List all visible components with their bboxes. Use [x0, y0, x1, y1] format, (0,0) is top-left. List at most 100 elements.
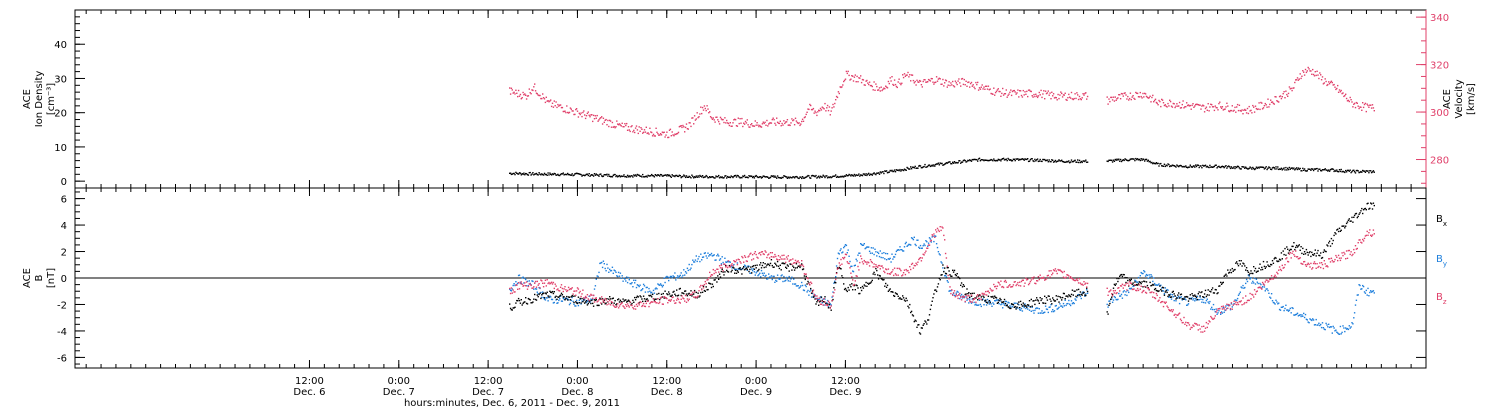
bx-series-point — [1235, 262, 1237, 264]
density-series-point — [1223, 166, 1225, 169]
bz-series-point — [734, 261, 737, 263]
velocity-series-point — [837, 91, 840, 93]
density-series-point — [743, 174, 746, 177]
velocity-series-point — [758, 125, 760, 128]
by-series-point — [1061, 305, 1063, 307]
by-series-point — [802, 289, 805, 291]
bz-series-point — [1323, 260, 1325, 262]
bz-series-point — [821, 300, 823, 302]
by-series-point — [985, 301, 987, 303]
velocity-series-point — [887, 80, 890, 83]
by-series-point — [867, 246, 869, 248]
velocity-series-point — [928, 79, 931, 81]
bz-series-point — [1303, 260, 1306, 263]
by-series-point — [1063, 305, 1065, 307]
density-series-point — [590, 174, 592, 176]
by-series-point — [726, 261, 728, 263]
velocity-series-point — [630, 126, 632, 128]
bz-series-point — [1167, 306, 1169, 309]
density-series-point — [1363, 170, 1366, 172]
bz-series-point — [544, 279, 547, 281]
bz-series-point — [703, 283, 706, 286]
velocity-series-point — [560, 106, 563, 109]
density-series-point — [713, 177, 715, 179]
velocity-series-point — [1117, 97, 1119, 99]
bz-series-point — [929, 240, 932, 242]
bx-series-point — [1039, 297, 1041, 299]
velocity-series-point — [1069, 97, 1072, 99]
bz-series-point — [837, 267, 840, 269]
bz-series-point — [1001, 286, 1003, 288]
bz-series-point — [1004, 279, 1007, 282]
velocity-series-point — [723, 121, 725, 124]
by-series-point — [763, 272, 765, 274]
density-series-point — [1359, 171, 1361, 173]
density-series-point — [627, 176, 630, 178]
bz-series-point — [1161, 300, 1164, 303]
bx-series-point — [1185, 296, 1187, 298]
velocity-series-point — [815, 111, 817, 114]
velocity-series-point — [886, 87, 889, 89]
by-series-point — [611, 266, 614, 268]
bz-series-point — [1032, 278, 1034, 280]
bx-series-point — [1112, 287, 1115, 289]
density-series-point — [550, 174, 553, 176]
density-series-point — [921, 166, 923, 169]
bx-series-point — [553, 291, 555, 293]
bz-series-point — [1317, 266, 1319, 269]
density-series-point — [746, 176, 748, 178]
by-series-point — [649, 290, 651, 292]
by-series-point — [744, 265, 747, 267]
by-series-point — [840, 248, 842, 250]
bz-series-point — [781, 254, 783, 257]
bz-series-point — [1285, 258, 1287, 260]
bz-series-point — [788, 260, 790, 262]
density-series-point — [1265, 166, 1267, 168]
bx-series-point — [1037, 300, 1040, 302]
by-series-point — [1339, 325, 1342, 328]
density-series-point — [863, 173, 865, 175]
by-series-point — [967, 298, 969, 300]
velocity-series-point — [734, 119, 737, 121]
velocity-series-point — [1307, 66, 1309, 69]
by-series-point — [631, 282, 633, 284]
by-series-point — [1336, 331, 1338, 333]
by-series-point — [1293, 314, 1295, 316]
velocity-series-point — [1308, 68, 1310, 70]
bz-series-point — [1038, 278, 1040, 281]
velocity-series-point — [719, 116, 722, 119]
bz-series-point — [605, 299, 607, 301]
velocity-series-point — [1207, 103, 1209, 105]
bx-series-point — [910, 310, 913, 313]
bz-series-point — [1031, 277, 1033, 279]
by-series-point — [1198, 299, 1200, 301]
velocity-series-point — [710, 117, 713, 119]
velocity-series-point — [1362, 102, 1364, 104]
density-series-point — [624, 176, 626, 178]
by-series-point — [751, 269, 754, 272]
velocity-series-point — [996, 89, 999, 91]
velocity-series-point — [1119, 98, 1122, 100]
bx-series-point — [534, 298, 537, 301]
velocity-series-point — [964, 84, 966, 86]
velocity-series-point — [614, 127, 616, 129]
bx-series-point — [1155, 289, 1158, 292]
by-series-point — [868, 250, 871, 252]
bz-series-point — [933, 233, 935, 235]
bz-series-point — [799, 264, 801, 266]
by-series-point — [627, 276, 630, 279]
density-series-point — [826, 175, 828, 177]
bz-series-point — [550, 281, 553, 283]
velocity-series-point — [1146, 96, 1149, 98]
velocity-series-point — [1303, 71, 1305, 73]
by-series-point — [1216, 313, 1218, 315]
velocity-series-point — [1041, 96, 1043, 99]
bz-series-point — [607, 300, 609, 303]
density-series-point — [944, 163, 946, 165]
bx-series-point — [1061, 296, 1064, 299]
velocity-series-point — [1006, 96, 1008, 98]
density-series-point — [658, 174, 660, 176]
by-series-point — [920, 247, 923, 249]
by-series-point — [885, 259, 888, 261]
by-series-point — [1228, 305, 1230, 307]
